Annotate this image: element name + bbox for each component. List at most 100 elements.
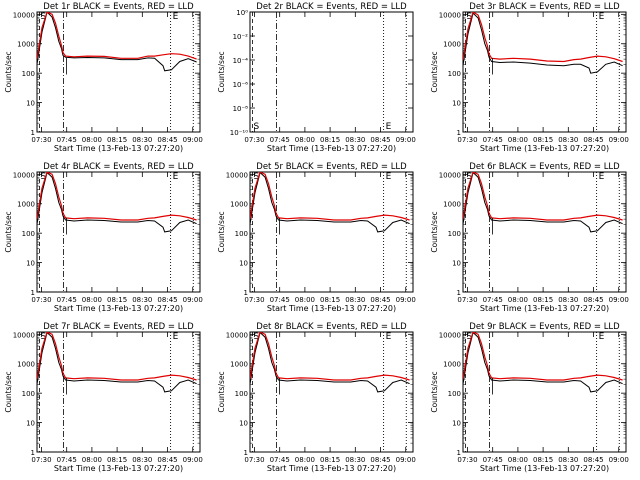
y-tick-label: 100 xyxy=(22,230,35,238)
y-tick-label: 1 xyxy=(457,129,461,137)
y-tick-label: 1000 xyxy=(443,41,461,49)
x-tick-label: 08:00 xyxy=(295,296,315,304)
x-tick-label: 07:30 xyxy=(31,296,51,304)
end-marker-label: E xyxy=(599,332,605,342)
y-axis-label: Counts/sec xyxy=(217,211,226,252)
x-tick-label: 08:15 xyxy=(107,136,127,144)
y-tick-label: 10⁰ xyxy=(236,9,248,17)
y-tick-label: 1 xyxy=(244,289,248,297)
x-tick-label: 09:00 xyxy=(183,456,203,464)
start-marker-label: S xyxy=(467,332,473,342)
events-series-line xyxy=(463,12,623,74)
lld-series-line xyxy=(463,332,623,381)
y-axis-label: Counts/sec xyxy=(4,211,13,252)
x-tick-label: 07:45 xyxy=(270,136,290,144)
plot-frame xyxy=(36,171,201,293)
y-axis-label: Counts/sec xyxy=(430,371,439,412)
x-tick-label: 08:15 xyxy=(533,456,553,464)
lld-series-line xyxy=(463,12,623,63)
x-tick-label: 08:15 xyxy=(533,136,553,144)
y-tick-label: 1 xyxy=(31,289,35,297)
x-tick-label: 09:00 xyxy=(609,296,629,304)
plot-frame xyxy=(462,331,627,453)
x-tick-label: 07:30 xyxy=(457,456,477,464)
y-axis-label: Counts/sec xyxy=(430,211,439,252)
x-tick-label: 07:45 xyxy=(57,296,77,304)
plot-title: Det 8r BLACK = Events, RED = LLD xyxy=(256,322,407,332)
x-tick-label: 08:45 xyxy=(157,136,177,144)
y-tick-label: 100 xyxy=(448,390,461,398)
events-series-line xyxy=(37,12,197,72)
x-tick-label: 08:15 xyxy=(320,456,340,464)
x-tick-label: 09:00 xyxy=(396,456,416,464)
x-tick-label: 08:30 xyxy=(345,456,365,464)
plot-panel-1: Det 1r BLACK = Events, RED = LLD 1 10 100 10… xyxy=(4,2,203,153)
start-marker-label: S xyxy=(41,12,47,22)
plot-panel-7: Det 7r BLACK = Events, RED = LLD 1 10 100 10… xyxy=(4,322,203,473)
x-tick-label: 09:00 xyxy=(609,136,629,144)
y-tick-label: 10 xyxy=(26,260,35,268)
lld-series-line xyxy=(250,332,410,381)
x-tick-label: 07:30 xyxy=(31,136,51,144)
y-tick-label: 10⁻² xyxy=(233,33,249,41)
y-tick-label: 10⁻⁸ xyxy=(233,105,249,113)
y-tick-label: 10000 xyxy=(13,11,35,19)
x-tick-label: 08:00 xyxy=(82,456,102,464)
x-tick-label: 09:00 xyxy=(183,136,203,144)
x-tick-label: 08:00 xyxy=(82,136,102,144)
end-marker-label: E xyxy=(599,172,605,182)
x-tick-label: 08:30 xyxy=(558,136,578,144)
x-tick-label: 08:00 xyxy=(508,456,528,464)
events-series-line xyxy=(463,332,623,393)
plot-panel-4: Det 4r BLACK = Events, RED = LLD 1 10 100 10… xyxy=(4,162,203,313)
x-tick-label: 08:45 xyxy=(370,136,390,144)
y-tick-label: 10 xyxy=(452,260,461,268)
y-tick-label: 100 xyxy=(235,230,248,238)
y-tick-label: 100 xyxy=(235,390,248,398)
plot-title: Det 5r BLACK = Events, RED = LLD xyxy=(256,162,407,172)
lld-series-line xyxy=(250,172,410,221)
lld-series-line xyxy=(37,332,197,381)
x-tick-label: 08:30 xyxy=(132,456,152,464)
y-tick-label: 10000 xyxy=(439,331,461,339)
lld-series-line xyxy=(37,12,197,60)
y-tick-label: 10⁻⁶ xyxy=(233,81,249,89)
y-tick-label: 1000 xyxy=(230,201,248,209)
x-tick-label: 08:15 xyxy=(107,456,127,464)
y-axis-label: Counts/sec xyxy=(4,371,13,412)
x-tick-label: 08:45 xyxy=(157,296,177,304)
plot-title: Det 1r BLACK = Events, RED = LLD xyxy=(43,2,194,12)
events-series-line xyxy=(37,172,197,233)
y-tick-label: 10000 xyxy=(439,11,461,19)
y-axis-label: Counts/sec xyxy=(4,51,13,92)
start-marker-label: S xyxy=(254,332,260,342)
plot-title: Det 7r BLACK = Events, RED = LLD xyxy=(43,322,194,332)
y-axis-label: Counts/sec xyxy=(217,371,226,412)
x-tick-label: 07:45 xyxy=(270,456,290,464)
start-marker-label: S xyxy=(41,332,47,342)
x-tick-label: 09:00 xyxy=(609,456,629,464)
y-tick-label: 1 xyxy=(244,449,248,457)
x-tick-label: 07:30 xyxy=(244,136,264,144)
y-tick-label: 10 xyxy=(452,420,461,428)
y-tick-label: 10 xyxy=(26,420,35,428)
x-tick-label: 08:45 xyxy=(583,456,603,464)
x-axis-label: Start Time (13-Feb-13 07:27:20) xyxy=(54,304,183,313)
start-marker-label: S xyxy=(254,172,260,182)
x-tick-label: 08:30 xyxy=(345,296,365,304)
x-axis-label: Start Time (13-Feb-13 07:27:20) xyxy=(480,304,609,313)
end-marker-label: E xyxy=(386,172,392,182)
x-tick-label: 08:15 xyxy=(320,136,340,144)
y-tick-label: 1 xyxy=(457,289,461,297)
x-tick-label: 07:30 xyxy=(244,456,264,464)
x-axis-label: Start Time (13-Feb-13 07:27:20) xyxy=(267,464,396,473)
plot-title: Det 3r BLACK = Events, RED = LLD xyxy=(469,2,620,12)
y-tick-label: 10000 xyxy=(226,331,248,339)
y-tick-label: 1 xyxy=(457,449,461,457)
x-tick-label: 09:00 xyxy=(183,296,203,304)
plot-frame xyxy=(249,11,414,133)
x-tick-label: 08:45 xyxy=(370,296,390,304)
y-axis-label: Counts/sec xyxy=(430,51,439,92)
plot-frame xyxy=(36,331,201,453)
